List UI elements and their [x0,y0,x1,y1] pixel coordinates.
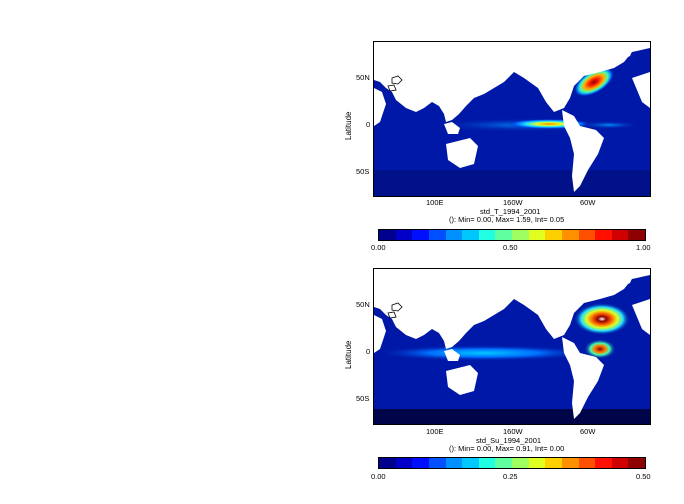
y-tick: 50S [356,394,370,403]
colorbar-segment [512,458,529,468]
colorbar-segment [578,458,596,468]
colorbar-segment [412,458,429,468]
colorbar-segment [595,230,612,240]
colorbar-segment [395,230,413,240]
colorbar-segment [561,230,579,240]
colorbar-tick: 0.50 [636,472,651,481]
colorbar-segment [462,230,479,240]
y-axis-label: Latitude [344,340,353,369]
colorbar-segment [379,458,396,468]
colorbar-segment [628,230,645,240]
y-tick: 50N [356,300,370,309]
colorbar-segment [478,458,496,468]
x-tick: 160W [503,198,523,207]
y-tick: 50N [356,73,370,82]
y-tick: 0 [366,120,371,129]
x-tick: 160W [503,427,523,436]
colorbar-segment [545,458,562,468]
colorbar-segment [528,458,546,468]
colorbar-tick: 1.00 [636,243,651,252]
colorbar-segment [462,458,479,468]
colorbar-segment [379,230,396,240]
colorbar-tick: 0.00 [371,243,386,252]
colorbar-segment [395,458,413,468]
colorbar-segment [611,458,629,468]
colorbar-segment [478,230,496,240]
colorbar-segment [512,230,529,240]
colorbar-segment [628,458,645,468]
colorbar-segment [495,458,512,468]
colorbar-segment [445,230,463,240]
chart-title: std_Su_1994_2001 [476,436,542,445]
colorbar-segment [561,458,579,468]
colorbar-segment [428,230,446,240]
x-tick: 100E [426,427,444,436]
colorbar-segment [545,230,562,240]
y-tick: 50S [356,167,370,176]
colorbar-tick: 0.25 [503,472,518,481]
colorbar-segment [495,230,512,240]
colorbar-segment [611,230,629,240]
chart-title: std_T_1994_2001 [480,207,541,216]
colorbar [378,229,646,241]
colorbar-segment [412,230,429,240]
y-tick: 0 [366,347,371,356]
colorbar-tick: 0.50 [503,243,518,252]
heatmap-plot [373,268,651,425]
colorbar-segment [428,458,446,468]
colorbar-segment [528,230,546,240]
x-tick: 100E [426,198,444,207]
heatmap-plot [373,41,651,197]
chart-subtitle: (): Min= 0.00, Max= 1.59, Int= 0.05 [449,215,565,224]
colorbar [378,457,646,469]
colorbar-segment [578,230,596,240]
colorbar-segment [595,458,612,468]
colorbar-segment [445,458,463,468]
x-tick: 60W [580,198,596,207]
y-axis-label: Latitude [344,111,353,140]
chart-subtitle: (): Min= 0.00, Max= 0.91, Int= 0.00 [449,444,565,453]
x-tick: 60W [580,427,596,436]
colorbar-tick: 0.00 [371,472,386,481]
